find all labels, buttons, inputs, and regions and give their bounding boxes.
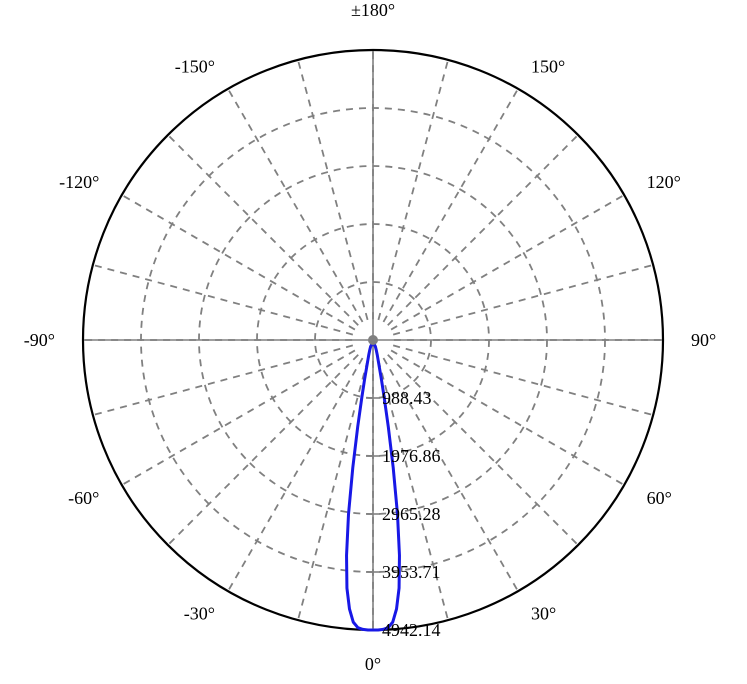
angle-label: 90° — [691, 330, 716, 350]
angle-label: -150° — [175, 56, 215, 76]
angle-label: -90° — [24, 330, 55, 350]
angle-label: 0° — [365, 654, 381, 674]
angle-label: -120° — [59, 172, 99, 192]
center-hub — [368, 335, 378, 345]
ring-label: 2965.28 — [382, 504, 441, 524]
angle-label: ±180° — [351, 0, 395, 20]
angle-label: 120° — [647, 172, 681, 192]
angle-label: 60° — [647, 488, 672, 508]
ring-label: 1976.86 — [382, 446, 441, 466]
angle-label: 30° — [531, 604, 556, 624]
angle-label: -30° — [184, 604, 215, 624]
polar-chart: 988.43 1976.86 2965.28 3953.71 4942.14 ±180° -… — [0, 0, 747, 684]
ring-label: 988.43 — [382, 388, 432, 408]
ring-label: 4942.14 — [382, 620, 441, 640]
angle-label: -60° — [68, 488, 99, 508]
angle-label: 150° — [531, 56, 565, 76]
ring-label: 3953.71 — [382, 562, 441, 582]
